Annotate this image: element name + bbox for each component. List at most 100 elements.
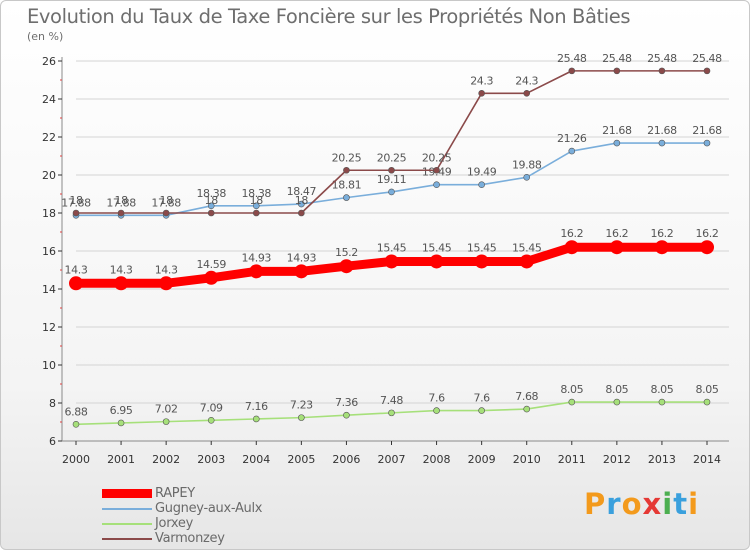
data-label: 8.05 [696,383,719,396]
data-point [207,209,215,217]
x-tick-label: 2009 [468,453,496,466]
series-varmonzey: 18 18 18 18 18 18 20.25 20.25 20.25 24.3 24.3 25.48… [69,52,723,217]
data-label: 25.48 [692,52,722,65]
data-point [72,420,80,428]
data-label: 7.48 [380,394,403,407]
data-label: 15.45 [512,241,542,254]
data-label: 21.68 [692,124,722,137]
legend-label: RAPEY [155,486,195,501]
data-label: 7.6 [428,392,445,405]
data-point [298,200,305,208]
data-point [474,254,489,269]
data-point [609,240,624,255]
data-point [654,240,669,255]
data-label: 24.3 [470,74,493,87]
data-point [207,416,215,424]
series-rapey: 14.3 14.3 14.3 14.59 14.93 14.93 15.2 15.45 15.4… [65,227,719,291]
data-label: 7.6 [473,392,490,405]
data-point [339,259,354,274]
data-point [478,90,485,97]
data-point [658,139,666,147]
data-label: 15.45 [377,241,407,254]
data-point [162,418,170,425]
data-point [159,276,174,291]
data-label: 21.26 [557,132,587,145]
y-tick-label: 24 [42,93,56,106]
chart-legend: RAPEY Gugney-aux-Aulx Jorxey Varmonzey [102,486,263,546]
data-point [384,254,399,269]
legend-item-jorxey: Jorxey [102,516,262,531]
data-label: 16.2 [560,227,583,240]
y-tick-label: 16 [42,245,56,258]
x-tick-label: 2004 [242,453,270,466]
data-point [523,90,531,97]
data-point [429,254,444,269]
data-point [433,407,440,414]
data-label: 16.2 [696,227,719,240]
data-point [204,270,219,285]
data-point [162,209,170,217]
data-label: 15.2 [335,246,358,259]
data-label: 7.09 [200,401,223,414]
data-point [114,276,129,291]
data-label: 16.2 [650,227,673,240]
data-label: 8.05 [560,383,583,396]
legend-label: Jorxey [155,516,193,531]
data-point [658,67,666,75]
data-label: 18 [250,194,264,207]
data-point [564,240,579,255]
data-label: 20.25 [377,151,407,164]
chart-unit-label: (en %) [27,30,64,43]
legend-swatch [102,489,152,498]
data-label: 14.3 [155,263,178,276]
data-point [433,166,440,174]
data-point [298,209,305,217]
data-point [207,202,215,210]
data-point [117,209,125,217]
data-point [343,411,350,419]
data-label: 15.45 [422,241,452,254]
series-gugney-aux-aulx: 17.88 17.88 17.88 18.38 18.38 18.47 18.81 19.11… [61,124,723,219]
data-point [523,405,531,413]
y-tick-label: 6 [49,435,56,448]
y-tick-label: 26 [42,55,56,68]
series-jorxey: 6.88 6.95 7.02 7.09 7.16 7.23 7.36 7.48 7.6 7.6 7.… [65,383,719,428]
x-tick-label: 2008 [423,453,451,466]
data-label: 7.16 [245,400,268,413]
data-label: 18 [114,194,128,207]
data-label: 6.95 [110,404,133,417]
data-point [388,188,395,196]
data-label: 18.81 [332,179,362,192]
y-tick-label: 14 [42,283,56,296]
data-label: 7.36 [335,396,358,409]
data-label: 21.68 [602,124,632,137]
data-point [523,173,531,181]
x-tick-label: 2013 [648,453,676,466]
data-label: 19.88 [512,158,542,171]
data-label: 18.38 [242,187,272,200]
legend-item-rapey: RAPEY [102,486,262,501]
data-label: 18 [295,194,309,207]
data-point [703,67,711,75]
data-point [388,409,395,417]
x-tick-label: 2007 [378,453,406,466]
data-label: 20.25 [332,151,362,164]
data-label: 17.88 [106,196,136,209]
data-label: 25.48 [647,52,677,65]
legend-swatch [102,522,152,525]
data-label: 8.05 [605,383,628,396]
data-point [703,139,711,147]
logo-letter: P [584,487,607,521]
x-tick-label: 2005 [287,453,315,466]
data-label: 16.2 [605,227,628,240]
data-label: 20.25 [422,151,452,164]
legend-label: Gugney-aux-Aulx [155,501,263,516]
data-point [294,264,309,279]
data-label: 18.38 [196,187,226,200]
legend-swatch [102,507,152,510]
data-point [703,398,711,406]
data-label: 14.3 [65,263,88,276]
y-tick-label: 22 [42,131,56,144]
data-point [252,209,260,217]
data-label: 18 [160,194,174,207]
